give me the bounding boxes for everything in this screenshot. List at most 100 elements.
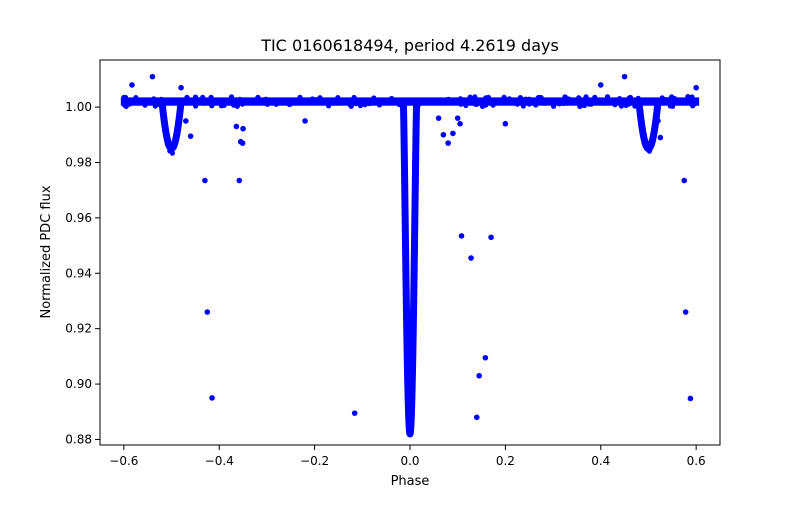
data-point [479, 103, 486, 109]
data-point [366, 100, 372, 107]
data-point [635, 95, 641, 101]
baseline-flux-band [120, 97, 700, 106]
data-point [551, 102, 557, 108]
outlier-point [202, 177, 208, 184]
outlier-point [435, 115, 442, 121]
outlier-point [681, 177, 688, 184]
data-point [604, 94, 611, 100]
data-point [209, 103, 215, 109]
outlier-point [682, 309, 689, 315]
outlier-point [621, 73, 628, 80]
outlier-point [655, 118, 661, 124]
data-point [184, 94, 190, 100]
data-point [586, 101, 592, 107]
data-point [122, 95, 128, 101]
data-point [164, 132, 170, 138]
data-point [376, 102, 383, 108]
data-point [396, 101, 402, 107]
data-point [192, 94, 199, 100]
data-point [239, 101, 245, 107]
data-point [646, 148, 653, 154]
data-point [592, 94, 598, 100]
data-point [221, 102, 227, 108]
data-point [351, 94, 357, 101]
data-point [292, 98, 298, 104]
data-point [467, 94, 473, 100]
data-point [255, 99, 261, 106]
data-point [255, 94, 261, 100]
data-point [463, 102, 469, 109]
outlier-point [473, 414, 480, 421]
secondary-eclipse-trace [156, 98, 187, 153]
data-point [668, 101, 674, 107]
x-tick-label: 0.0 [400, 454, 419, 468]
data-point [174, 127, 180, 133]
outlier-point [209, 395, 215, 401]
data-point [489, 99, 495, 105]
data-point [122, 102, 128, 108]
data-point [517, 94, 523, 101]
data-point [158, 96, 164, 102]
data-point [647, 144, 653, 150]
outlier-point [657, 134, 664, 141]
data-point [169, 150, 175, 156]
x-tick-label: 0.4 [591, 454, 610, 468]
data-point [264, 101, 271, 107]
data-point [260, 99, 266, 105]
data-point [600, 100, 606, 106]
data-point [310, 96, 317, 102]
outlier-point [178, 84, 184, 91]
chart-title: TIC 0160618494, period 4.2619 days [260, 36, 559, 55]
y-tick-label: 0.96 [65, 211, 92, 225]
data-point [433, 100, 439, 106]
data-point [200, 94, 206, 100]
data-point [151, 96, 157, 102]
data-point [323, 100, 330, 106]
data-point [410, 348, 416, 355]
data-point [612, 102, 618, 108]
data-point [188, 99, 195, 105]
y-tick-label: 0.90 [65, 377, 92, 391]
y-axis-label: Normalized PDC flux [39, 185, 54, 318]
x-tick-label: 0.2 [496, 454, 515, 468]
data-point [484, 96, 490, 103]
y-tick-label: 0.92 [65, 322, 92, 336]
data-point [639, 129, 645, 135]
outlier-point [458, 233, 465, 239]
data-point [649, 136, 655, 143]
data-point [592, 99, 598, 105]
x-tick-label: −0.2 [300, 454, 329, 468]
data-point [474, 101, 480, 107]
data-point [472, 94, 478, 100]
data-point [659, 95, 665, 101]
data-point [277, 97, 283, 103]
data-point [632, 103, 638, 109]
data-point [406, 424, 412, 430]
outlier-point [454, 115, 461, 121]
outlier-point [476, 372, 482, 379]
data-point [506, 96, 513, 102]
outlier-point [183, 118, 189, 124]
data-point [516, 99, 522, 106]
data-point [533, 102, 539, 108]
x-tick-label: −0.6 [109, 454, 138, 468]
outlier-point [204, 309, 211, 315]
outlier-point [239, 140, 246, 146]
data-point [562, 94, 568, 100]
y-tick-label: 0.98 [65, 155, 92, 169]
data-point [537, 94, 543, 101]
outlier-point [351, 410, 358, 416]
x-axis-ticks: −0.6 −0.4 −0.2 0.0 0.2 0.4 0.6 [109, 445, 706, 468]
data-point [522, 100, 528, 106]
data-point [228, 94, 235, 100]
outlier-point [488, 234, 494, 241]
data-point [427, 99, 434, 105]
outlier-point [597, 82, 604, 88]
data-point [689, 94, 695, 100]
outlier-point [687, 395, 694, 402]
data-point [458, 101, 464, 107]
data-point [405, 408, 412, 414]
data-point [617, 96, 623, 102]
data-point [382, 98, 389, 104]
